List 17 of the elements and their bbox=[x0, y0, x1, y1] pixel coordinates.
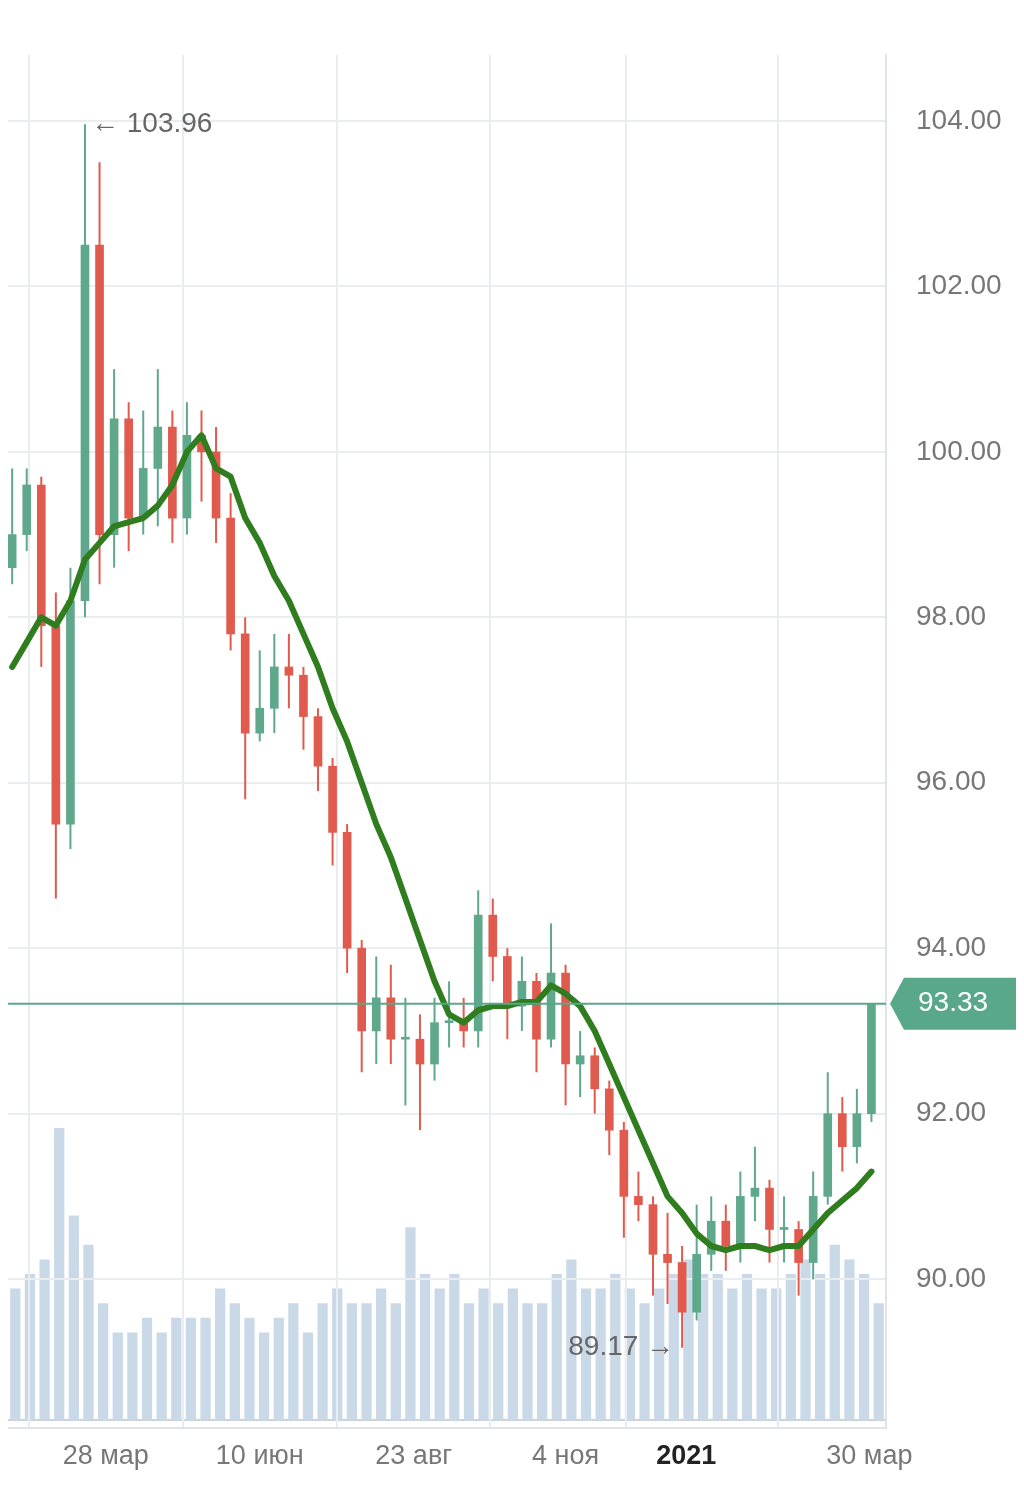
x-tick-label: 4 ноя bbox=[532, 1439, 600, 1470]
y-tick-label: 98.00 bbox=[916, 600, 987, 632]
x-tick-label: 28 мар bbox=[62, 1439, 149, 1470]
annotation: ← 103.96 bbox=[90, 107, 213, 139]
y-tick-label: 92.00 bbox=[916, 1096, 987, 1128]
y-tick-label: 104.00 bbox=[916, 103, 1002, 135]
y-tick-label: 102.00 bbox=[916, 269, 1002, 301]
x-tick-label: 23 авг bbox=[375, 1439, 453, 1470]
x-tick-label: 10 июн bbox=[215, 1439, 304, 1470]
x-tick-label: 30 мар bbox=[826, 1439, 913, 1470]
ref-line-label: 93.33 bbox=[918, 986, 989, 1018]
annotation: 89.17 → bbox=[568, 1330, 675, 1362]
x-tick-label: 2021 bbox=[656, 1439, 717, 1470]
y-tick-label: 96.00 bbox=[916, 765, 987, 797]
y-tick-label: 94.00 bbox=[916, 930, 987, 962]
y-tick-label: 100.00 bbox=[916, 434, 1002, 466]
y-tick-label: 90.00 bbox=[916, 1261, 987, 1293]
